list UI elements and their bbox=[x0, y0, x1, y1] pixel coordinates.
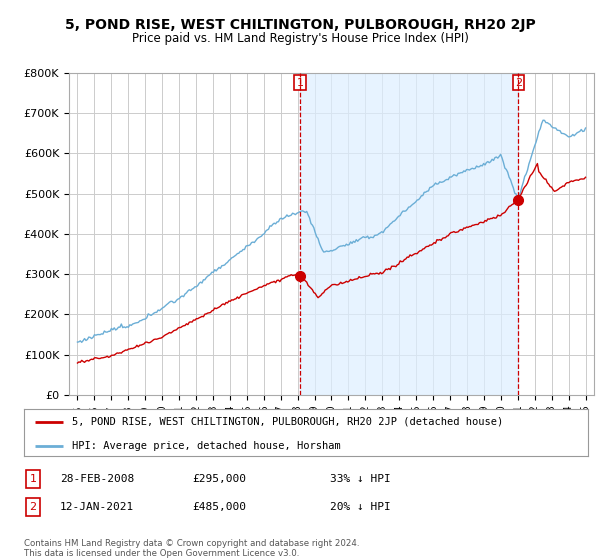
Text: 5, POND RISE, WEST CHILTINGTON, PULBOROUGH, RH20 2JP: 5, POND RISE, WEST CHILTINGTON, PULBOROU… bbox=[65, 18, 535, 32]
Text: Price paid vs. HM Land Registry's House Price Index (HPI): Price paid vs. HM Land Registry's House … bbox=[131, 32, 469, 45]
Text: 1: 1 bbox=[296, 78, 304, 87]
Text: 2: 2 bbox=[29, 502, 37, 512]
Text: 12-JAN-2021: 12-JAN-2021 bbox=[60, 502, 134, 512]
Text: 2: 2 bbox=[515, 78, 522, 87]
Text: 5, POND RISE, WEST CHILTINGTON, PULBOROUGH, RH20 2JP (detached house): 5, POND RISE, WEST CHILTINGTON, PULBOROU… bbox=[72, 417, 503, 427]
Text: HPI: Average price, detached house, Horsham: HPI: Average price, detached house, Hors… bbox=[72, 441, 341, 451]
Text: 28-FEB-2008: 28-FEB-2008 bbox=[60, 474, 134, 484]
Text: £295,000: £295,000 bbox=[192, 474, 246, 484]
Text: 1: 1 bbox=[29, 474, 37, 484]
Text: Contains HM Land Registry data © Crown copyright and database right 2024.
This d: Contains HM Land Registry data © Crown c… bbox=[24, 539, 359, 558]
Text: 33% ↓ HPI: 33% ↓ HPI bbox=[330, 474, 391, 484]
Text: 20% ↓ HPI: 20% ↓ HPI bbox=[330, 502, 391, 512]
Bar bbox=[300, 73, 518, 395]
Text: £485,000: £485,000 bbox=[192, 502, 246, 512]
